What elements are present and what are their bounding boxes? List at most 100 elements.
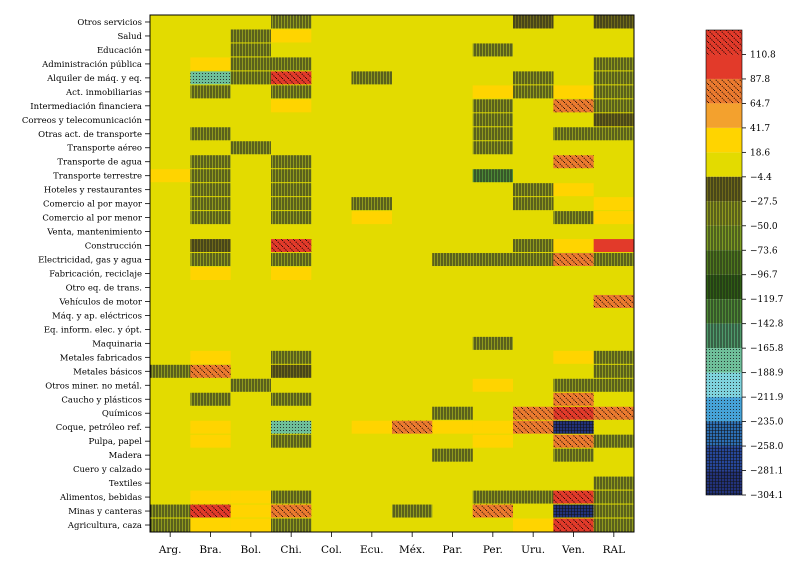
heatmap-cell xyxy=(593,239,634,253)
heatmap-cell xyxy=(190,420,231,434)
y-tick-label: Comercio al por menor xyxy=(42,214,143,224)
color-key-tick-label: 18.6 xyxy=(750,148,770,158)
heatmap-cell-texture xyxy=(593,504,634,518)
x-axis-labels: Arg. Bra. Bol. Chi. Col. Ecu. Méx. Par. Per. Uru.… xyxy=(158,532,625,556)
heatmap-cell xyxy=(472,434,513,448)
y-tick-label: Act. inmobiliarias xyxy=(65,88,142,98)
heatmap-cell-texture xyxy=(190,239,231,253)
heatmap-cell-texture xyxy=(553,518,594,532)
color-key-swatch-texture xyxy=(706,299,742,324)
heatmap-cell xyxy=(472,420,513,434)
heatmap-cell-texture xyxy=(553,490,594,504)
heatmap-cell-texture xyxy=(513,253,554,267)
heatmap-cell xyxy=(271,267,312,280)
heatmap-cell-texture xyxy=(593,406,634,420)
color-key-swatch-texture xyxy=(706,201,742,226)
heatmap-cell-texture xyxy=(432,406,473,420)
heatmap-cell-texture xyxy=(271,155,312,169)
heatmap-cell xyxy=(190,57,231,71)
color-key-swatch-texture xyxy=(706,470,742,495)
heatmap-cell-texture xyxy=(432,448,473,462)
color-key-tick-label: −211.9 xyxy=(750,393,784,403)
color-key-swatch-texture xyxy=(706,78,742,104)
color-key-swatch-texture xyxy=(706,421,742,447)
heatmap-cell-texture xyxy=(271,392,312,406)
heatmap-cell-texture xyxy=(553,406,594,420)
x-tick-label: Bra. xyxy=(199,544,221,556)
x-tick-label: Uru. xyxy=(521,544,545,556)
heatmap-cell-texture xyxy=(472,253,513,267)
heatmap-cell-texture xyxy=(432,253,473,267)
heatmap-cell-texture xyxy=(351,197,392,211)
heatmap-cell-texture xyxy=(190,183,231,197)
y-tick-label: Hoteles y restaurantes xyxy=(44,186,142,196)
heatmap-cell-texture xyxy=(472,169,513,183)
heatmap-cell-texture xyxy=(190,155,231,169)
heatmap-cell-texture xyxy=(593,294,634,308)
heatmap-cell-texture xyxy=(271,434,312,448)
heatmap-cell xyxy=(230,518,271,532)
y-tick-label: Coque, petróleo ref. xyxy=(56,422,142,433)
color-key-tick-label: −165.8 xyxy=(750,344,784,354)
heatmap-cell-texture xyxy=(190,169,231,183)
heatmap-cell-texture xyxy=(271,504,312,518)
heatmap-cell-texture xyxy=(150,364,191,378)
heatmap-cell-texture xyxy=(190,85,231,99)
color-key-tick-label: −50.0 xyxy=(750,222,778,232)
heatmap-cell-texture xyxy=(513,239,554,253)
y-tick-label: Electricidad, gas y agua xyxy=(38,256,142,266)
color-key-swatch-texture xyxy=(706,348,742,373)
heatmap-cell xyxy=(351,211,392,225)
x-tick-label: Ven. xyxy=(561,544,585,556)
y-tick-label: Construcción xyxy=(85,241,143,252)
y-tick-label: Correos y telecomunicación xyxy=(22,115,143,126)
y-tick-label: Salud xyxy=(117,32,142,42)
color-key-swatch-texture xyxy=(706,446,742,471)
color-key-tick-label: −4.4 xyxy=(750,173,772,183)
heatmap-cell-texture xyxy=(593,434,634,448)
heatmap-cell-texture xyxy=(553,253,594,267)
x-tick-label: Bol. xyxy=(240,544,261,556)
heatmap-cell xyxy=(553,85,594,99)
y-tick-label: Químicos xyxy=(102,408,142,419)
color-key-swatch-texture xyxy=(706,274,742,300)
heatmap-cell xyxy=(190,434,231,448)
y-tick-label: Comercio al por mayor xyxy=(43,200,143,210)
x-tick-label: Ecu. xyxy=(360,544,384,556)
heatmap-cell-texture xyxy=(593,15,634,29)
y-axis-labels: Otros servicios Salud Educación Administrac… xyxy=(22,18,150,531)
heatmap-cell-texture xyxy=(593,71,634,85)
x-tick-label: RAL xyxy=(603,544,625,556)
color-key-tick-label: −188.9 xyxy=(750,369,784,379)
heatmap-cell-texture xyxy=(593,490,634,504)
heatmap-cell xyxy=(230,490,271,504)
heatmap-cell-texture xyxy=(553,420,594,434)
y-tick-label: Otras act. de transporte xyxy=(38,130,142,140)
color-key-tick-label: −142.8 xyxy=(750,320,784,330)
heatmap-cell-texture xyxy=(190,71,231,85)
x-tick-label: Méx. xyxy=(399,544,425,556)
y-tick-label: Vehículos de motor xyxy=(58,296,143,307)
heatmap-cell-texture xyxy=(553,127,594,141)
heatmap-cell-texture xyxy=(230,71,271,85)
y-tick-label: Otro eq. de trans. xyxy=(66,283,142,293)
heatmap-cell-texture xyxy=(472,504,513,518)
y-tick-label: Metales fabricados xyxy=(60,353,142,363)
color-key-tick-label: −96.7 xyxy=(750,271,778,281)
heatmap-cell-texture xyxy=(150,518,191,532)
heatmap-cell-texture xyxy=(190,197,231,211)
heatmap-cell xyxy=(472,378,513,392)
heatmap-cell-texture xyxy=(472,43,513,57)
y-tick-label: Intermediación financiera xyxy=(30,101,142,112)
heatmap-cell-texture xyxy=(513,85,554,99)
color-key-swatch xyxy=(706,127,742,153)
heatmap-cell-texture xyxy=(190,253,231,267)
heatmap-cell-texture xyxy=(472,113,513,127)
color-key-frame xyxy=(705,29,743,496)
color-key-swatch-texture xyxy=(706,176,742,202)
color-key-swatch-texture xyxy=(706,372,742,398)
heatmap-cell-texture xyxy=(593,57,634,71)
heatmap-cell-texture xyxy=(190,364,231,378)
heatmap-cell xyxy=(351,420,392,434)
heatmap-cell-texture xyxy=(513,15,554,29)
